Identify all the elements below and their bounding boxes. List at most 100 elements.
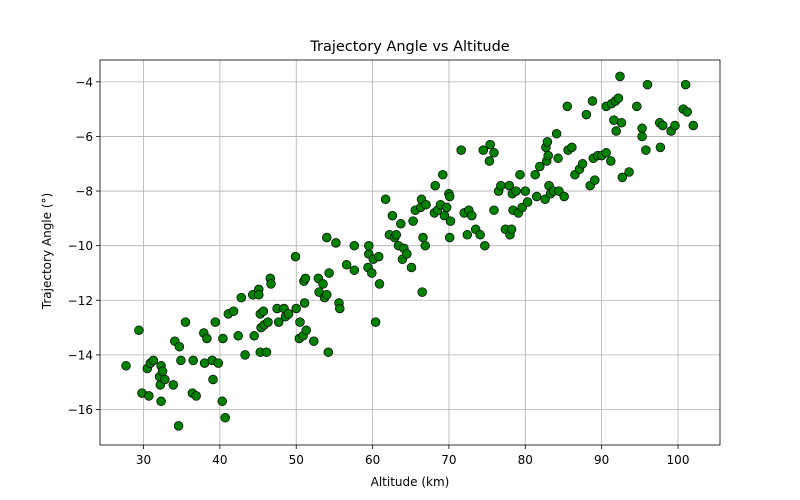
data-point [283,309,294,319]
data-point [680,79,691,90]
data-point [291,303,301,314]
data-point [121,361,131,371]
data-point [417,287,427,297]
axis-ticks: 30 40 50 60 70 80 90 100 −16 −14 −12 −10 −8 −6 −4 [68,75,690,467]
data-point [531,191,542,202]
data-point [258,306,269,316]
data-point [420,240,431,251]
y-tick-label: −4 [75,75,93,89]
data-point [168,380,179,390]
data-point [642,79,653,90]
data-point [156,396,166,407]
data-point [480,240,490,251]
data-point [506,224,517,235]
data-point [616,118,627,128]
data-point [441,202,452,213]
data-point [134,325,144,336]
plot-frame [99,59,721,446]
data-point [217,396,227,407]
x-tick-label: 30 [136,453,151,467]
data-point [331,238,341,248]
data-point [364,240,374,251]
data-point [551,128,562,139]
data-point [408,216,418,226]
data-point [406,262,417,273]
data-point [218,333,228,344]
data-point [478,145,489,155]
data-point [553,153,563,164]
data-point [266,279,276,289]
data-point [606,156,616,166]
data-point [688,120,699,131]
data-point [567,142,577,153]
x-tick-label: 80 [518,453,533,467]
data-point [617,172,628,183]
data-point [445,216,456,226]
data-point [522,197,533,207]
data-point [489,205,499,215]
data-point [210,317,221,327]
data-point [577,159,588,169]
data-point [485,139,495,150]
data-point [322,232,332,243]
data-point [157,366,168,377]
chart-title: Trajectory Angle vs Altitude [309,39,510,55]
data-point [236,292,247,303]
data-point [144,391,154,401]
data-point [641,145,651,155]
data-point [263,317,273,327]
data-point [180,317,191,327]
data-point [637,123,647,134]
data-point [475,230,485,240]
data-point [173,421,184,431]
data-point [559,191,569,202]
data-point [613,93,624,103]
data-point [367,268,377,278]
data-point [208,374,218,385]
data-point [444,232,455,243]
data-point [380,194,391,205]
data-point [300,273,311,284]
data-point [421,199,431,210]
data-point [520,186,531,196]
data-point [233,331,243,341]
data-point [290,251,301,262]
data-point [562,101,573,112]
data-point [213,358,224,368]
data-point [349,240,360,251]
data-point [515,169,525,180]
data-point [590,175,600,185]
y-tick-label: −16 [68,403,93,417]
x-tick-label: 70 [441,453,456,467]
data-point [542,137,553,147]
data-point [301,325,311,336]
data-point [682,107,692,117]
data-point [387,210,398,221]
data-point [295,317,305,327]
x-axis-title: Altitude (km) [371,475,450,489]
data-point [370,317,381,327]
x-tick-label: 40 [212,453,227,467]
data-point [322,290,332,300]
data-point [511,186,521,196]
data-point [254,290,264,300]
data-point [273,317,284,327]
data-point [335,303,345,314]
x-tick-label: 50 [289,453,304,467]
data-point [176,355,186,366]
data-point [391,230,402,240]
data-point [462,230,473,240]
data-point [624,167,634,177]
data-point [444,191,455,202]
y-axis-title: Trajectory Angle (°) [40,193,54,310]
x-tick-label: 90 [594,453,609,467]
x-tick-label: 60 [365,453,380,467]
data-point [374,279,385,289]
data-point [309,336,319,346]
data-point [418,232,428,243]
data-point [504,180,515,191]
y-tick-label: −8 [75,185,93,199]
data-point [637,131,647,142]
data-point [240,350,250,360]
